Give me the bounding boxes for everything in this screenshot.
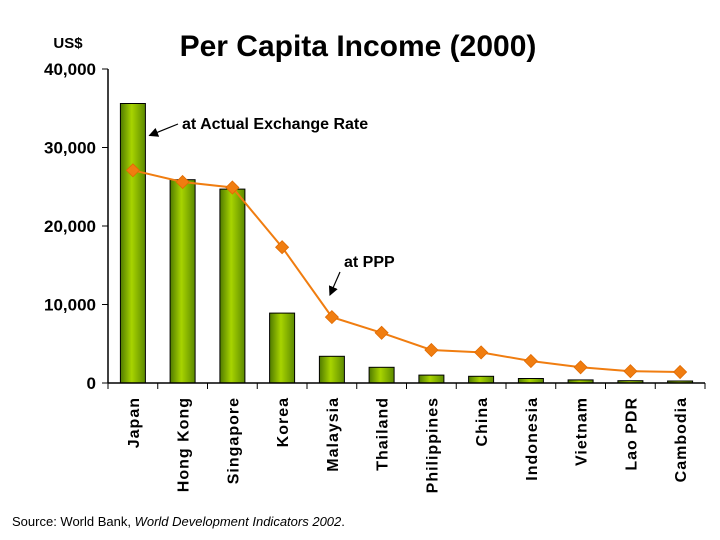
y-tick-label: 40,000 [44,60,96,79]
source-note: Source: World Bank, World Development In… [12,514,345,529]
x-tick-label: Indonesia [524,397,541,481]
ppp-marker-cambodia [673,364,688,380]
ppp-line [132,169,681,373]
ppp-marker-singapore [225,180,240,195]
annotation-arrow-ppp [328,271,341,296]
annotations: at Actual Exchange Rate at PPP [148,116,395,296]
bar-singapore [219,188,246,384]
x-axis-ticks: Japan Hong Kong Singapore Korea Malaysia Thai… [126,397,690,493]
x-tick-label: Hong Kong [176,397,193,492]
x-tick-label: Japan [126,397,143,448]
bar-korea [269,312,296,384]
chart-title: Per Capita Income (2000) [180,30,537,63]
annotation-arrow-exchange-rate [148,123,179,137]
y-tick-label: 20,000 [44,217,96,236]
source-publication: World Development Indicators 2002 [134,514,342,529]
ppp-marker-china [474,345,489,360]
ppp-marker-thailand [374,325,389,340]
y-axis-ticks: 0 10,000 20,000 30,000 40,000 [44,60,108,393]
y-tick-label: 30,000 [44,139,96,158]
x-tick-label: China [474,397,491,446]
x-tick-label: Vietnam [574,397,591,466]
x-tick-label: Lao PDR [623,397,640,471]
ppp-marker-indonesia [523,353,538,369]
ppp-marker-malaysia [324,310,339,325]
x-tick-label: Malaysia [325,397,342,472]
bar-hong-kong [169,179,196,384]
bar-philippines [418,374,445,384]
ppp-marker-korea [275,240,290,255]
y-tick-label: 10,000 [44,296,96,315]
ppp-marker-philippines [424,342,439,358]
source-suffix: . [341,514,345,529]
chart: Per Capita Income (2000) US$ 0 10,000 20,0… [44,30,706,493]
bar-china [468,375,495,384]
ppp-marker-japan [125,163,140,178]
y-tick-label: 0 [87,374,96,393]
ppp-marker-vietnam [573,360,588,375]
annotation-exchange-rate: at Actual Exchange Rate [182,116,368,133]
bar-malaysia [318,355,345,384]
x-tick-label: Philippines [424,397,441,493]
y-axis-unit-label: US$ [53,35,83,52]
line-series [125,163,688,380]
bar-japan [119,103,146,384]
source-prefix: Source: World Bank, [12,514,135,529]
x-tick-label: Singapore [225,397,242,484]
bar-thailand [368,366,395,384]
x-tick-label: Korea [275,397,292,447]
ppp-marker-lao-pdr [623,364,638,379]
x-tick-label: Thailand [375,397,392,471]
ppp-marker-hong-kong [175,174,190,190]
x-tick-label: Cambodia [673,397,690,482]
annotation-ppp: at PPP [344,254,395,271]
